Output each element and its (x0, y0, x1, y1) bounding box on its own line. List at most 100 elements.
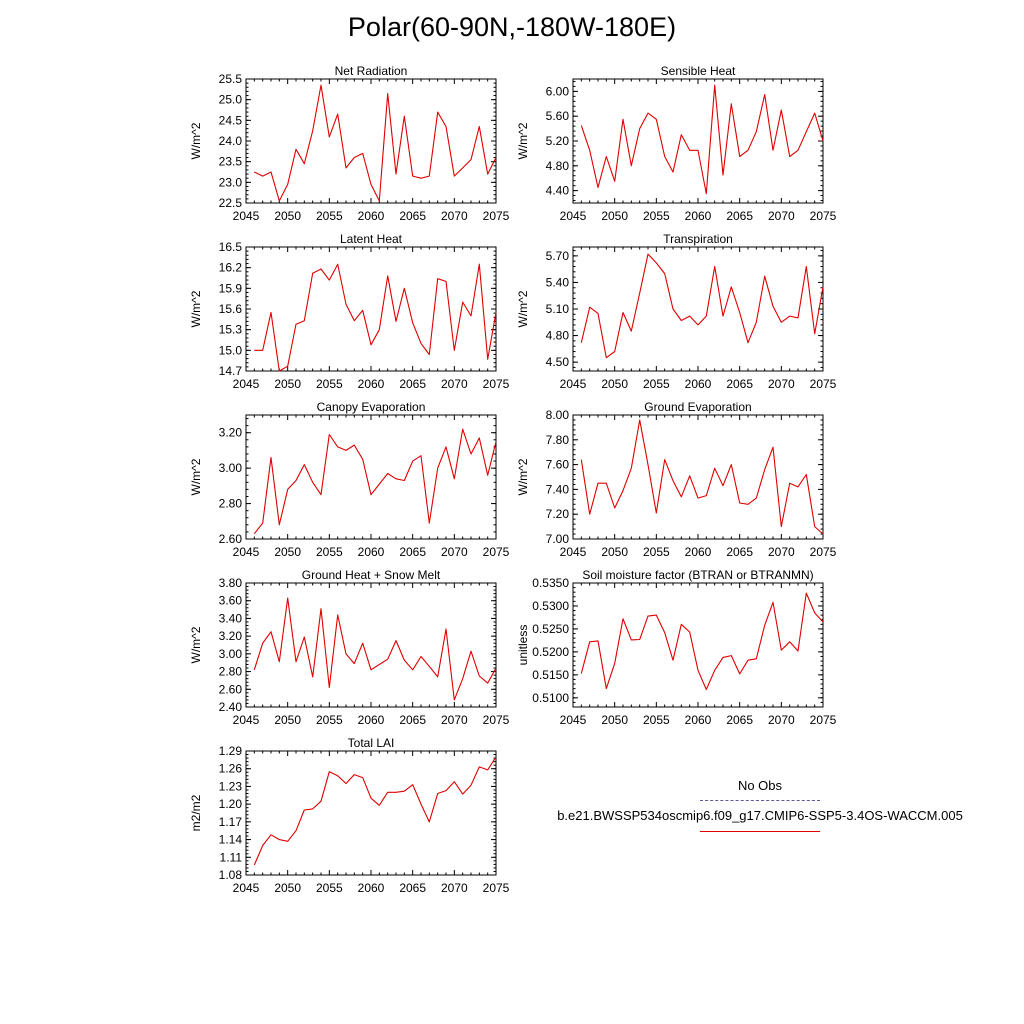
y-tick-label: 0.5350 (532, 576, 569, 590)
chart-panel-1: Sensible Heat W/m^2 2045 2050 2055 2060 2065 20… (516, 64, 837, 223)
y-tick-label: 7.40 (546, 482, 570, 496)
series-line (253, 597, 497, 701)
x-tick-label: 2050 (274, 881, 301, 895)
x-tick-label: 2075 (810, 545, 837, 559)
plot-frame (572, 246, 824, 372)
x-tick-label: 2075 (483, 377, 510, 391)
y-tick-label: 4.80 (546, 159, 570, 173)
x-tick-label: 2065 (726, 713, 753, 727)
chart-panel-3: Transpiration W/m^2 2045 2050 2055 2060 2065 20… (516, 232, 837, 391)
x-tick-label: 2070 (441, 881, 468, 895)
y-tick-label: 3.00 (219, 461, 243, 475)
y-tick-label: 24.0 (219, 134, 243, 148)
x-tick-label: 2060 (685, 713, 712, 727)
chart-title: Latent Heat (340, 232, 403, 246)
chart-title: Soil moisture factor (BTRAN or BTRANMN) (582, 568, 813, 582)
x-tick-label: 2050 (601, 377, 628, 391)
y-axis-label: W/m^2 (516, 458, 530, 495)
x-tick-label: 2055 (316, 209, 343, 223)
legend-obs-line (700, 800, 820, 801)
chart-panel-4: Canopy Evaporation W/m^2 2045 2050 2055 2060 2… (189, 400, 510, 559)
y-tick-label: 7.60 (546, 458, 570, 472)
x-tick-label: 2065 (726, 377, 753, 391)
y-tick-label: 3.80 (219, 576, 243, 590)
y-tick-label: 24.5 (219, 113, 243, 127)
y-tick-label: 15.0 (219, 343, 243, 357)
x-tick-label: 2070 (768, 713, 795, 727)
series-line (580, 419, 824, 535)
x-tick-label: 2065 (399, 881, 426, 895)
y-tick-label: 6.00 (546, 84, 570, 98)
plot-frame (245, 750, 497, 876)
x-tick-label: 2050 (274, 545, 301, 559)
y-tick-label: 25.0 (219, 93, 243, 107)
chart-title: Canopy Evaporation (317, 400, 426, 414)
y-tick-label: 25.5 (219, 72, 243, 86)
y-tick-label: 15.6 (219, 302, 243, 316)
chart-title: Ground Evaporation (644, 400, 751, 414)
y-tick-label: 4.40 (546, 184, 570, 198)
y-tick-label: 1.26 (219, 762, 243, 776)
y-axis-label: W/m^2 (189, 122, 203, 159)
x-tick-label: 2045 (233, 209, 260, 223)
x-tick-label: 2060 (358, 881, 385, 895)
y-tick-label: 4.80 (546, 329, 570, 343)
y-tick-label: 0.5200 (532, 645, 569, 659)
y-tick-label: 1.23 (219, 779, 243, 793)
x-tick-label: 2045 (233, 713, 260, 727)
series-line (253, 756, 497, 866)
x-tick-label: 2050 (274, 209, 301, 223)
y-tick-label: 2.80 (219, 497, 243, 511)
x-tick-label: 2045 (560, 545, 587, 559)
y-axis-label: W/m^2 (189, 290, 203, 327)
x-tick-label: 2075 (483, 545, 510, 559)
x-tick-label: 2060 (358, 377, 385, 391)
y-tick-label: 2.40 (219, 700, 243, 714)
legend-model-line (700, 831, 820, 832)
y-tick-label: 3.00 (219, 647, 243, 661)
chart-panel-8: Total LAI m2/m2 2045 2050 2055 2060 2065 2070 20… (189, 736, 510, 895)
x-tick-label: 2055 (643, 377, 670, 391)
y-tick-label: 23.0 (219, 175, 243, 189)
x-tick-label: 2075 (810, 713, 837, 727)
y-tick-label: 22.5 (219, 196, 243, 210)
chart-panel-2: Latent Heat W/m^2 2045 2050 2055 2060 2065 2070… (189, 232, 510, 391)
chart-title: Ground Heat + Snow Melt (302, 568, 441, 582)
x-tick-label: 2075 (483, 881, 510, 895)
series-line (580, 84, 824, 195)
chart-title: Transpiration (663, 232, 733, 246)
y-tick-label: 3.40 (219, 611, 243, 625)
x-tick-label: 2050 (274, 713, 301, 727)
y-axis-label: m2/m2 (189, 794, 203, 831)
y-tick-label: 8.00 (546, 408, 570, 422)
y-tick-label: 5.10 (546, 302, 570, 316)
x-tick-label: 2075 (810, 209, 837, 223)
y-tick-label: 23.5 (219, 155, 243, 169)
x-tick-label: 2050 (274, 377, 301, 391)
x-tick-label: 2070 (768, 209, 795, 223)
x-tick-label: 2055 (316, 713, 343, 727)
legend-obs-label: No Obs (737, 778, 783, 793)
y-tick-label: 7.80 (546, 433, 570, 447)
x-tick-label: 2070 (441, 209, 468, 223)
y-tick-label: 0.5250 (532, 622, 569, 636)
x-tick-label: 2065 (726, 545, 753, 559)
chart-panel-6: Ground Heat + Snow Melt W/m^2 2045 2050 2055… (189, 568, 510, 727)
y-axis-label: W/m^2 (189, 458, 203, 495)
x-tick-label: 2060 (358, 713, 385, 727)
y-axis-label: W/m^2 (189, 626, 203, 663)
y-tick-label: 2.60 (219, 682, 243, 696)
y-tick-label: 4.50 (546, 355, 570, 369)
x-tick-label: 2060 (685, 545, 712, 559)
y-tick-label: 1.17 (219, 815, 243, 829)
x-tick-label: 2065 (726, 209, 753, 223)
x-tick-label: 2075 (483, 209, 510, 223)
x-tick-label: 2060 (685, 377, 712, 391)
y-tick-label: 5.20 (546, 134, 570, 148)
y-tick-label: 5.70 (546, 249, 570, 263)
chart-panel-5: Ground Evaporation W/m^2 2045 2050 2055 2060 2… (516, 400, 837, 559)
y-tick-label: 1.14 (219, 833, 243, 847)
y-tick-label: 5.60 (546, 109, 570, 123)
x-tick-label: 2070 (768, 545, 795, 559)
chart-title: Net Radiation (335, 64, 408, 78)
